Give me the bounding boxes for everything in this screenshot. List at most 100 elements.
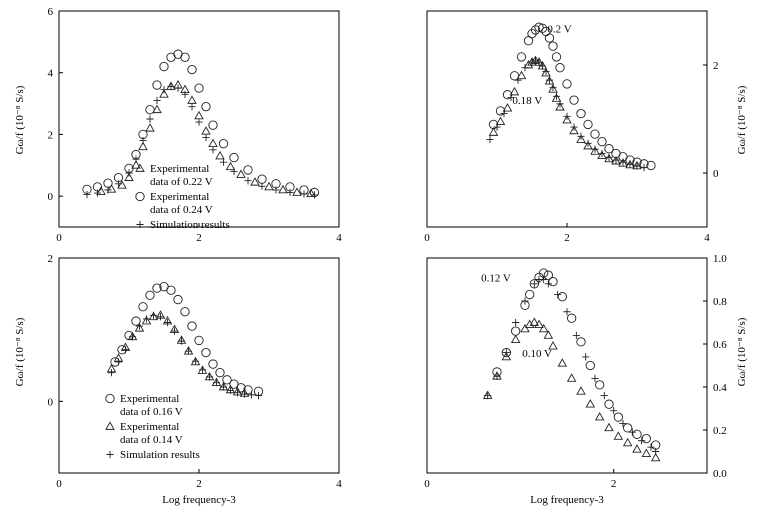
y-axis-label: Gω/f (10⁻⁸ S/s) [14, 317, 26, 386]
data-point [591, 374, 599, 382]
y-axis-label: Gω/f (10⁻⁸ S/s) [14, 85, 26, 154]
data-point [610, 407, 618, 415]
legend-marker [106, 450, 114, 459]
data-point [160, 86, 168, 94]
data-point [117, 180, 127, 189]
data-point [619, 158, 627, 166]
data-point [148, 311, 159, 321]
y-tick-label: 0.4 [713, 382, 727, 394]
data-point [628, 428, 636, 436]
data-point [604, 422, 614, 432]
data-point [187, 321, 197, 331]
data-point [590, 146, 600, 155]
data-point [554, 290, 562, 299]
data-point [180, 52, 190, 62]
data-point [612, 156, 620, 164]
data-point [201, 126, 211, 135]
data-point [541, 67, 551, 77]
data-point [145, 123, 155, 132]
data-point [174, 84, 182, 92]
data-point [139, 137, 147, 145]
data-point [545, 76, 554, 84]
data-point [633, 162, 641, 170]
data-point [646, 160, 656, 171]
data-point [230, 167, 238, 176]
data-point [548, 276, 558, 287]
data-point [488, 127, 499, 136]
data-point [159, 61, 169, 72]
data-point [590, 129, 600, 139]
data-point [566, 373, 577, 382]
data-point [528, 58, 536, 66]
data-point [604, 144, 614, 154]
legend-entry-text: Experimental [150, 191, 209, 203]
data-point [152, 80, 162, 90]
data-point [552, 92, 561, 100]
data-point [258, 182, 266, 190]
series-1 [110, 282, 264, 396]
data-point [570, 123, 578, 131]
data-point [502, 349, 510, 357]
data-point [585, 399, 596, 408]
series-annotation: 0.12 V [481, 273, 511, 285]
data-point [184, 347, 193, 355]
data-point [215, 368, 225, 378]
y-tick-label: 0.6 [713, 339, 727, 351]
data-point [543, 330, 554, 339]
data-point [107, 369, 116, 377]
data-point [106, 184, 117, 193]
data-point [650, 452, 661, 462]
data-point [208, 120, 218, 130]
data-point [208, 359, 218, 369]
data-point [598, 149, 606, 158]
data-point [310, 191, 319, 199]
legend-marker [135, 163, 145, 172]
data-point [198, 366, 207, 374]
data-point [557, 292, 567, 302]
data-point [538, 323, 549, 333]
data-point [194, 83, 204, 93]
data-point [626, 160, 634, 168]
data-point [563, 308, 571, 316]
x-tick-label: 4 [336, 478, 342, 490]
data-point [209, 146, 217, 154]
data-point [159, 89, 169, 98]
data-point [152, 104, 162, 114]
data-point [576, 134, 586, 143]
data-point [191, 357, 200, 365]
data-point [145, 105, 155, 115]
data-point [576, 337, 586, 347]
data-point [138, 141, 148, 151]
series-1 [488, 22, 656, 171]
x-axis-label: Log frequency-3 [530, 494, 604, 506]
data-point [83, 191, 91, 199]
data-point [529, 317, 540, 326]
series-3 [83, 83, 319, 199]
data-point [493, 123, 501, 131]
y-tick-label: 0.2 [713, 425, 727, 437]
data-point [567, 313, 577, 323]
data-point [201, 347, 211, 358]
data-point [604, 399, 614, 409]
data-point [300, 190, 308, 198]
data-point [632, 444, 642, 453]
data-point [557, 358, 568, 367]
data-point [605, 153, 613, 161]
data-point [240, 390, 249, 398]
y-tick-label: 0.0 [713, 468, 727, 480]
chart-panel-3: 0 2 4 0 2 Gω/f (10⁻⁸ S/s) Log frequency-3 Exper… [14, 253, 342, 506]
data-point [507, 93, 515, 101]
data-point [181, 90, 189, 98]
data-point [134, 323, 145, 332]
data-point [551, 52, 562, 62]
data-point [534, 319, 544, 328]
data-point [641, 433, 651, 444]
y-tick-label: 0 [713, 168, 719, 180]
data-point [250, 177, 260, 186]
x-axis-label: Log frequency-3 [162, 494, 236, 506]
data-point [103, 178, 113, 188]
legend-entry-text: data of 0.16 V [120, 406, 183, 418]
data-point [138, 302, 148, 312]
data-point [135, 322, 144, 330]
